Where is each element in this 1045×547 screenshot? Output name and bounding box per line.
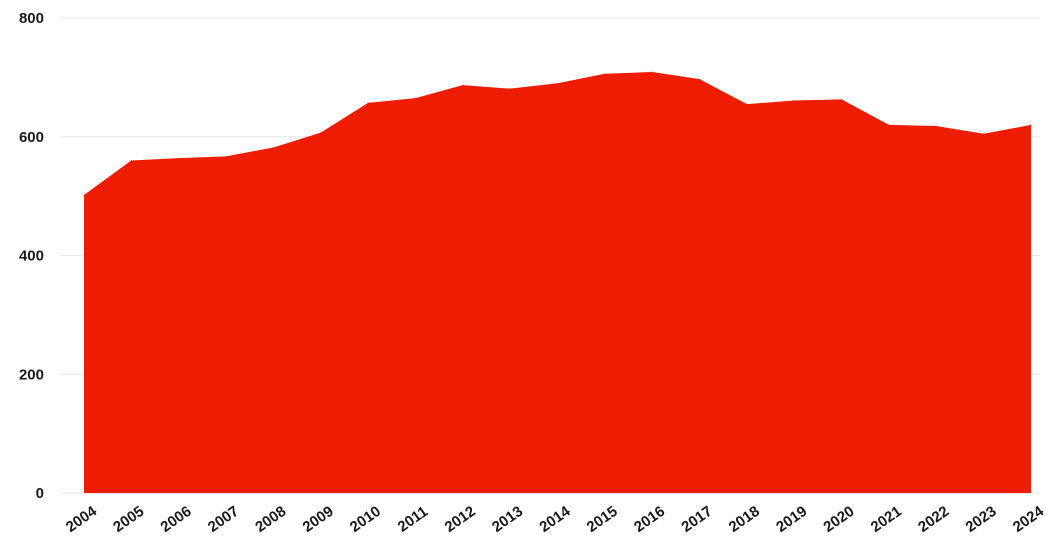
data-point-2014 [557,82,558,84]
x-tick-label: 2014 [536,502,574,535]
data-point-2022 [935,125,937,127]
x-tick-label: 2019 [773,503,810,536]
data-point-2005 [130,160,132,161]
data-point-2023 [983,133,985,135]
x-axis-ticks: 2004 2005 2006 2007 2008 2009 2010 2011 2012 2013… [63,502,1045,535]
data-point-2006 [178,157,180,159]
data-point-2004 [83,194,85,196]
data-point-2020 [841,98,843,100]
data-point-2015 [604,73,606,75]
data-point-2008 [272,146,274,148]
x-tick-label: 2012 [442,503,479,536]
data-point-2010 [367,102,369,104]
data-point-2018 [746,103,748,105]
data-point-2021 [888,124,890,126]
x-tick-label: 2010 [347,503,384,536]
y-tick-label: 200 [19,366,44,383]
x-tick-label: 2013 [489,503,526,536]
x-tick-label: 2009 [300,503,337,536]
y-tick-label: 0 [36,485,44,502]
data-point-2011 [414,97,416,99]
data-point-2009 [320,132,322,134]
data-point-2013 [509,88,511,90]
data-point-2019 [793,100,795,102]
data-point-2016 [651,71,653,73]
series-area [83,71,1032,493]
data-point-2024 [1030,124,1032,126]
data-point-2012 [462,84,464,86]
area-fill [84,72,1031,493]
x-tick-label: 2017 [678,503,715,536]
y-tick-label: 400 [19,248,44,265]
x-tick-label: 2015 [584,503,621,536]
y-tick-label: 800 [19,10,44,27]
x-tick-label: 2007 [205,503,242,536]
x-tick-label: 2016 [631,503,668,536]
x-tick-label: 2011 [395,503,431,536]
x-tick-label: 2008 [252,503,289,536]
x-tick-label: 2022 [915,503,952,536]
data-point-2007 [225,155,227,157]
x-tick-label: 2006 [158,503,195,536]
x-tick-label: 2005 [110,503,147,536]
y-tick-label: 600 [19,129,44,146]
x-tick-label: 2004 [63,502,101,535]
x-tick-label: 2023 [963,503,1000,536]
x-tick-label: 2020 [820,503,857,536]
x-tick-label: 2024 [1010,502,1045,535]
x-tick-label: 2018 [726,503,763,536]
x-tick-label: 2021 [868,503,905,536]
data-point-2017 [699,78,701,80]
y-axis-ticks: 0 200 400 600 800 [19,10,44,502]
